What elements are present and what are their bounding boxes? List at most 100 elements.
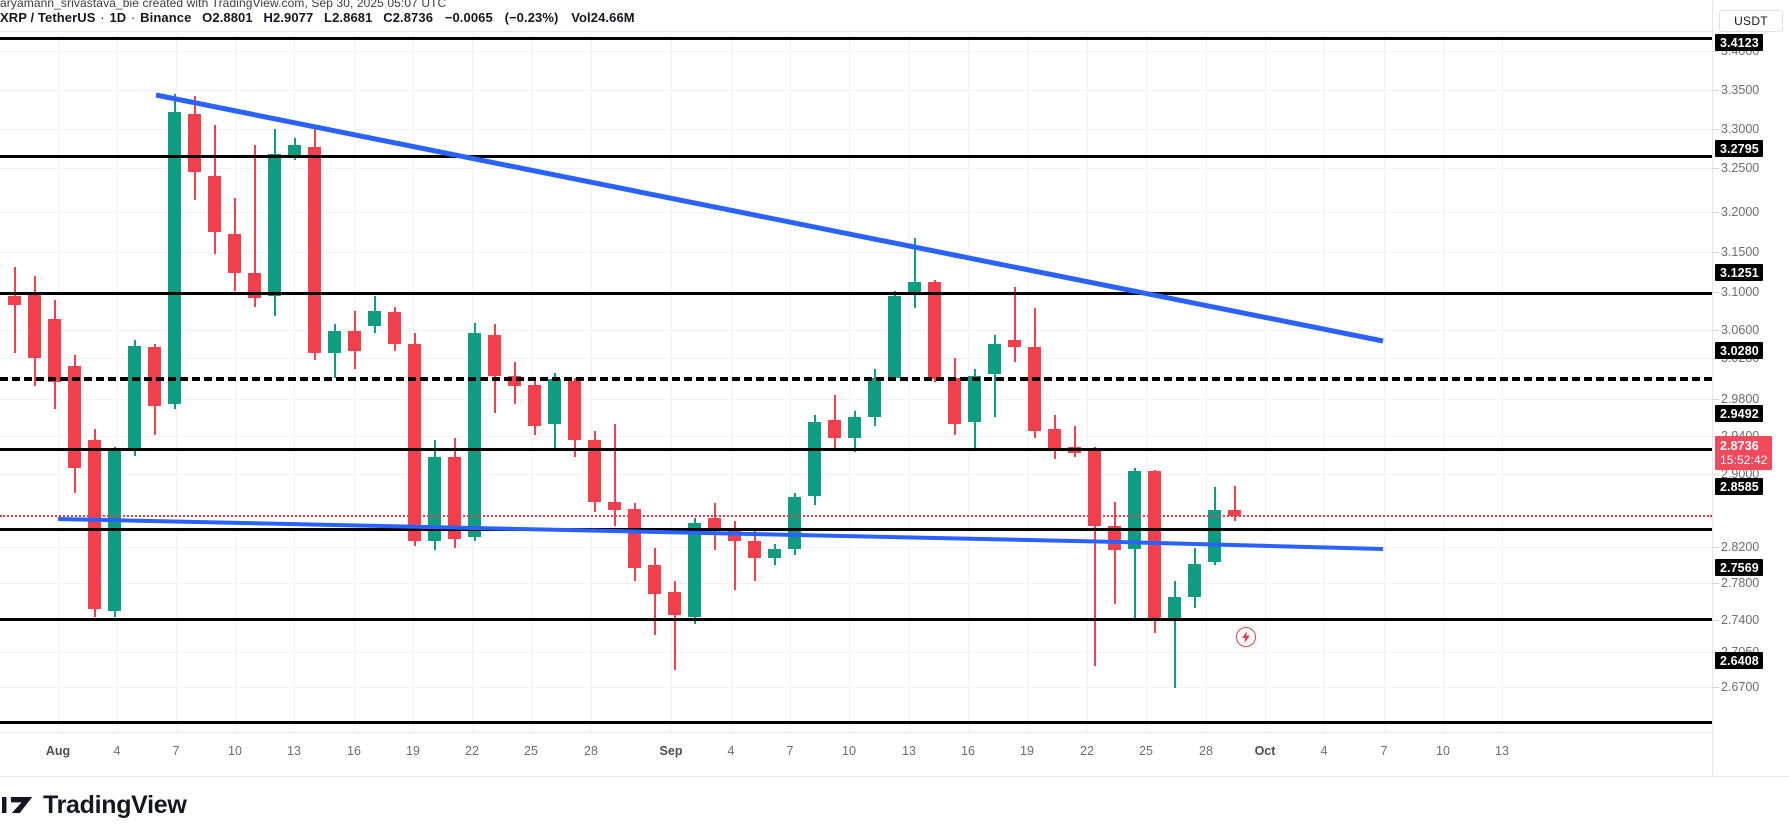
- price-level-line[interactable]: [0, 37, 1712, 41]
- candle-body[interactable]: [408, 343, 421, 541]
- gridline-vertical: [591, 32, 592, 732]
- candle-body[interactable]: [228, 234, 241, 273]
- candle-body[interactable]: [68, 366, 81, 468]
- price-scale[interactable]: USDT 3.4000 3.3500 3.3000 3.2500 3.2000 3.150…: [1712, 0, 1789, 775]
- candle-body[interactable]: [268, 154, 281, 297]
- time-tick-label: 7: [1380, 744, 1388, 758]
- price-level-tag[interactable]: 2.9492: [1715, 405, 1763, 422]
- price-level-tag[interactable]: 2.7569: [1715, 559, 1763, 576]
- candle-body[interactable]: [288, 145, 301, 158]
- candle-body[interactable]: [1168, 597, 1181, 619]
- candle-body[interactable]: [568, 381, 581, 440]
- price-level-line[interactable]: [0, 291, 1712, 295]
- price-level-line[interactable]: [0, 447, 1712, 451]
- candle-body[interactable]: [88, 439, 101, 609]
- trendline-drawings[interactable]: [0, 32, 1712, 732]
- candle-body[interactable]: [1048, 428, 1061, 451]
- chart-legend[interactable]: XRP / TetherUS · 1D · Binance O2.8801 H2…: [0, 10, 635, 25]
- candle-body[interactable]: [608, 501, 621, 511]
- price-level-line[interactable]: [0, 618, 1712, 622]
- gridline-horizontal: [0, 51, 1712, 52]
- candle-body[interactable]: [548, 379, 561, 424]
- tradingview-logomark-icon: [2, 797, 33, 813]
- candle-body[interactable]: [448, 457, 461, 539]
- time-tick-label: 19: [1020, 744, 1034, 758]
- candle-body[interactable]: [968, 375, 981, 422]
- candle-body[interactable]: [428, 457, 441, 541]
- candle-body[interactable]: [1208, 510, 1221, 562]
- gridline-horizontal: [0, 168, 1712, 169]
- candle-body[interactable]: [828, 420, 841, 438]
- legend-separator-1: ·: [100, 10, 105, 25]
- candle-body[interactable]: [348, 331, 361, 351]
- candle-body[interactable]: [768, 549, 781, 559]
- candle-body[interactable]: [628, 508, 641, 569]
- candle-body[interactable]: [308, 147, 321, 353]
- price-tick-mark: [1713, 212, 1719, 213]
- candle-body[interactable]: [908, 281, 921, 293]
- candle-body[interactable]: [708, 517, 721, 530]
- price-level-tag[interactable]: 2.6408: [1715, 652, 1763, 669]
- chart-pane[interactable]: [0, 32, 1712, 732]
- candle-body[interactable]: [468, 333, 481, 538]
- candle-body[interactable]: [868, 377, 881, 417]
- candle-body[interactable]: [1028, 347, 1041, 431]
- candle-body[interactable]: [328, 330, 341, 353]
- trendline-descending-resistance[interactable]: [155, 92, 1384, 344]
- price-level-tag[interactable]: 2.8585: [1715, 478, 1763, 495]
- candle-body[interactable]: [1228, 510, 1241, 516]
- candle-body[interactable]: [808, 421, 821, 497]
- price-level-line[interactable]: [0, 515, 1712, 518]
- currency-badge[interactable]: USDT: [1719, 10, 1783, 32]
- candle-body[interactable]: [8, 296, 21, 305]
- price-level-line[interactable]: [0, 154, 1712, 158]
- candle-wick: [913, 237, 916, 309]
- candle-body[interactable]: [48, 319, 61, 382]
- candle-body[interactable]: [1148, 471, 1161, 619]
- candle-body[interactable]: [28, 291, 41, 359]
- candle-body[interactable]: [988, 343, 1001, 375]
- candle-body[interactable]: [1088, 450, 1101, 527]
- price-level-tag[interactable]: 3.4123: [1715, 34, 1763, 51]
- lightning-icon[interactable]: [1236, 627, 1256, 647]
- candle-body[interactable]: [848, 416, 861, 438]
- legend-interval[interactable]: 1D: [109, 10, 127, 25]
- candle-body[interactable]: [248, 273, 261, 298]
- legend-symbol[interactable]: XRP / TetherUS: [0, 10, 96, 25]
- price-level-line[interactable]: [0, 528, 1712, 532]
- candle-body[interactable]: [668, 592, 681, 616]
- candle-body[interactable]: [1188, 563, 1201, 598]
- price-level-tag[interactable]: 3.1251: [1715, 264, 1763, 281]
- price-level-line[interactable]: [0, 720, 1712, 724]
- candle-body[interactable]: [528, 384, 541, 427]
- current-price-tag[interactable]: 2.8736 15:52:42: [1715, 436, 1772, 470]
- candle-body[interactable]: [888, 296, 901, 378]
- candle-wick: [1233, 485, 1236, 522]
- candle-body[interactable]: [208, 175, 221, 233]
- price-level-tag[interactable]: 3.0280: [1715, 342, 1763, 359]
- trendline-ascending-support-lower[interactable]: [1119, 540, 1384, 551]
- trendline-ascending-support-upper[interactable]: [57, 517, 1121, 544]
- candle-body[interactable]: [148, 347, 161, 406]
- candle-body[interactable]: [588, 439, 601, 502]
- price-level-tag[interactable]: 3.2795: [1715, 140, 1763, 157]
- candle-body[interactable]: [168, 111, 181, 405]
- candle-body[interactable]: [948, 377, 961, 424]
- price-tick-label: 2.9800: [1721, 392, 1760, 406]
- legend-change-percent: (−0.23%): [504, 10, 559, 25]
- candle-body[interactable]: [1108, 526, 1121, 551]
- time-scale[interactable]: Aug 4 7 10 13 16 19 22 25 28 Sep 4 7 10 13 16 19 22 25 28 Oc…: [0, 732, 1789, 776]
- candle-body[interactable]: [648, 565, 661, 594]
- price-tick-label: 2.7800: [1721, 576, 1760, 590]
- candle-body[interactable]: [128, 345, 141, 451]
- candle-body[interactable]: [748, 541, 761, 559]
- price-level-line[interactable]: [0, 377, 1712, 382]
- candle-body[interactable]: [368, 311, 381, 327]
- legend-exchange[interactable]: Binance: [140, 10, 192, 25]
- candle-body[interactable]: [488, 335, 501, 376]
- candle-body[interactable]: [1008, 340, 1021, 348]
- tradingview-logo[interactable]: TradingView: [2, 791, 187, 820]
- candle-body[interactable]: [928, 281, 941, 380]
- candle-body[interactable]: [688, 522, 701, 617]
- candle-body[interactable]: [388, 312, 401, 344]
